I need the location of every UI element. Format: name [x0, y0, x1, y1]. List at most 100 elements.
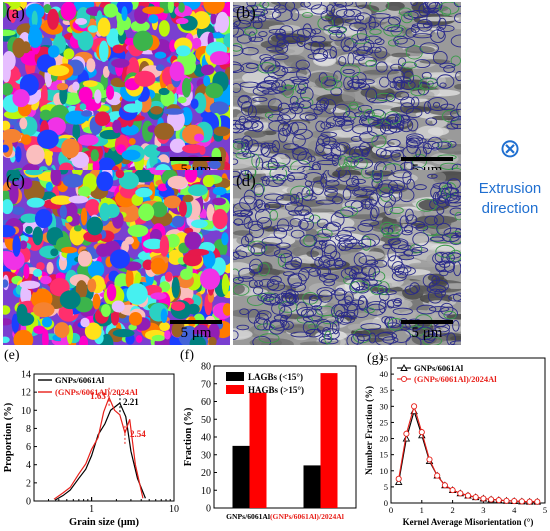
ebsd-map-c: (c) 5 μm [3, 170, 230, 345]
chart-e-svg: 0 2 4 6 8 10 12 14 1 10 (e) Grain size (μm) Proporti… [3, 348, 179, 528]
legend-label: LAGBs (<15°) [248, 372, 303, 382]
data-point [472, 494, 479, 501]
data-point [518, 498, 525, 505]
series-line-0 [54, 402, 146, 501]
out-of-plane-icon: ⊗ [499, 133, 521, 163]
data-point [511, 498, 518, 505]
y-tick-label: 15 [380, 450, 389, 460]
scale-text-d: 5 μm [411, 325, 443, 341]
y-tick-label: 6 [26, 442, 31, 453]
legend-label: GNPs/6061Al [414, 363, 464, 373]
data-point [418, 429, 425, 436]
x-tick-label: 10 [169, 504, 179, 515]
data-point [534, 498, 541, 505]
ebsd-map-a: (a) 5 μm [3, 2, 230, 182]
chart-label: (f) [180, 348, 194, 363]
data-point [480, 495, 487, 502]
x-category-label: (GNPs/6061Al)/2024Al [270, 512, 344, 521]
data-point [403, 430, 410, 437]
data-point [434, 472, 441, 479]
y-tick-label: 12 [21, 388, 31, 399]
x-category-label: GNPs/6061Al [226, 512, 270, 521]
x-axis-label: Grain size (μm) [69, 517, 140, 528]
legend-label: GNPs/6061Al [55, 375, 105, 385]
y-tick-label: 20 [201, 468, 211, 479]
data-point [495, 497, 502, 504]
y-axis-label: Proportion (%) [3, 402, 14, 472]
data-point [464, 492, 472, 499]
legend-marker [400, 375, 408, 383]
legend-label: (GNPs/6061Al)/2024Al [55, 387, 138, 397]
extrusion-direction-note: ⊗ Extrusion direction [470, 135, 550, 220]
legend-label: (GNPs/6061Al)/2024Al [414, 374, 497, 384]
peak-annotation: 1.63 [90, 391, 106, 401]
y-tick-label: 30 [380, 401, 389, 411]
panel-label-a: (a) [6, 3, 25, 22]
data-point [411, 403, 418, 410]
x-tick-label: 4 [512, 505, 517, 515]
data-point [395, 475, 402, 482]
legend-marker [400, 364, 408, 371]
panel-label-d: (d) [236, 171, 256, 190]
grain-layer [3, 170, 230, 345]
y-tick-label: 0 [26, 497, 31, 508]
peak-annotation: 2.54 [130, 429, 146, 439]
y-tick-label: 0 [384, 498, 388, 508]
data-point [457, 490, 464, 497]
y-tick-label: 80 [201, 362, 211, 373]
bar-1-0 [303, 465, 321, 508]
bar-1-1 [320, 373, 338, 508]
y-tick-label: 40 [201, 433, 211, 444]
data-point [526, 498, 533, 505]
legend-label: HAGBs (>15°) [248, 385, 304, 395]
y-tick-label: 10 [201, 486, 211, 497]
x-tick-label: 5 [543, 505, 547, 515]
peak-annotation: 2.21 [123, 397, 139, 407]
x-tick-label: 2 [450, 505, 454, 515]
boundary-map-b: (b) 5 μm [233, 2, 461, 182]
y-tick-label: 20 [380, 434, 389, 444]
x-tick-label: 3 [481, 505, 485, 515]
y-tick-label: 45 [380, 353, 389, 363]
scale-bar-c: 5 μm [168, 320, 224, 341]
bar-0-0 [232, 445, 250, 508]
ebsd-orientation-map [3, 170, 230, 345]
grain-boundary-map [233, 2, 461, 182]
extrusion-line-2: direction [481, 200, 539, 218]
y-tick-label: 4 [26, 460, 31, 471]
chart-e: 0 2 4 6 8 10 12 14 1 10 (e) Grain size (μm) Proporti… [0, 346, 180, 531]
chart-label: (e) [4, 348, 20, 363]
x-axis-label: Kernel Average Misorientation (°) [403, 517, 534, 527]
plot-frame [390, 357, 546, 504]
boundary-layer [233, 2, 461, 182]
plot-frame [33, 373, 175, 502]
grain-boundary-map [233, 170, 461, 345]
legend-swatch [226, 385, 244, 394]
y-tick-label: 25 [380, 417, 389, 427]
series-line-1 [398, 404, 538, 503]
y-tick-label: 0 [206, 504, 211, 515]
y-tick-label: 10 [21, 406, 31, 417]
x-tick-label: 1 [420, 505, 424, 515]
data-point [449, 487, 456, 494]
x-tick-label: 1 [89, 504, 94, 515]
chart-g: 0 5 10 15 20 25 30 35 40 45 0 1 2 3 4 5 (g) Kernel Averag… [364, 346, 550, 531]
y-tick-label: 40 [380, 369, 389, 379]
y-tick-label: 10 [380, 466, 389, 476]
y-tick-label: 5 [384, 482, 388, 492]
data-point [488, 496, 495, 503]
y-axis-label: Number Fraction (%) [364, 386, 375, 475]
y-tick-label: 2 [26, 478, 31, 489]
data-point [441, 482, 448, 489]
y-tick-label: 30 [201, 450, 211, 461]
series-line-1 [53, 395, 144, 500]
panel-label-b: (b) [236, 3, 256, 22]
y-tick-label: 8 [26, 424, 31, 435]
ebsd-orientation-map [3, 2, 230, 182]
chart-label: (g) [367, 351, 384, 366]
panel-label-c: (c) [6, 171, 25, 190]
chart-f-svg: 0 10 20 30 40 50 60 70 80 (f) Fraction (%) GNPs/606… [180, 348, 357, 521]
boundary-layer [233, 170, 461, 345]
y-tick-label: 70 [201, 379, 211, 390]
